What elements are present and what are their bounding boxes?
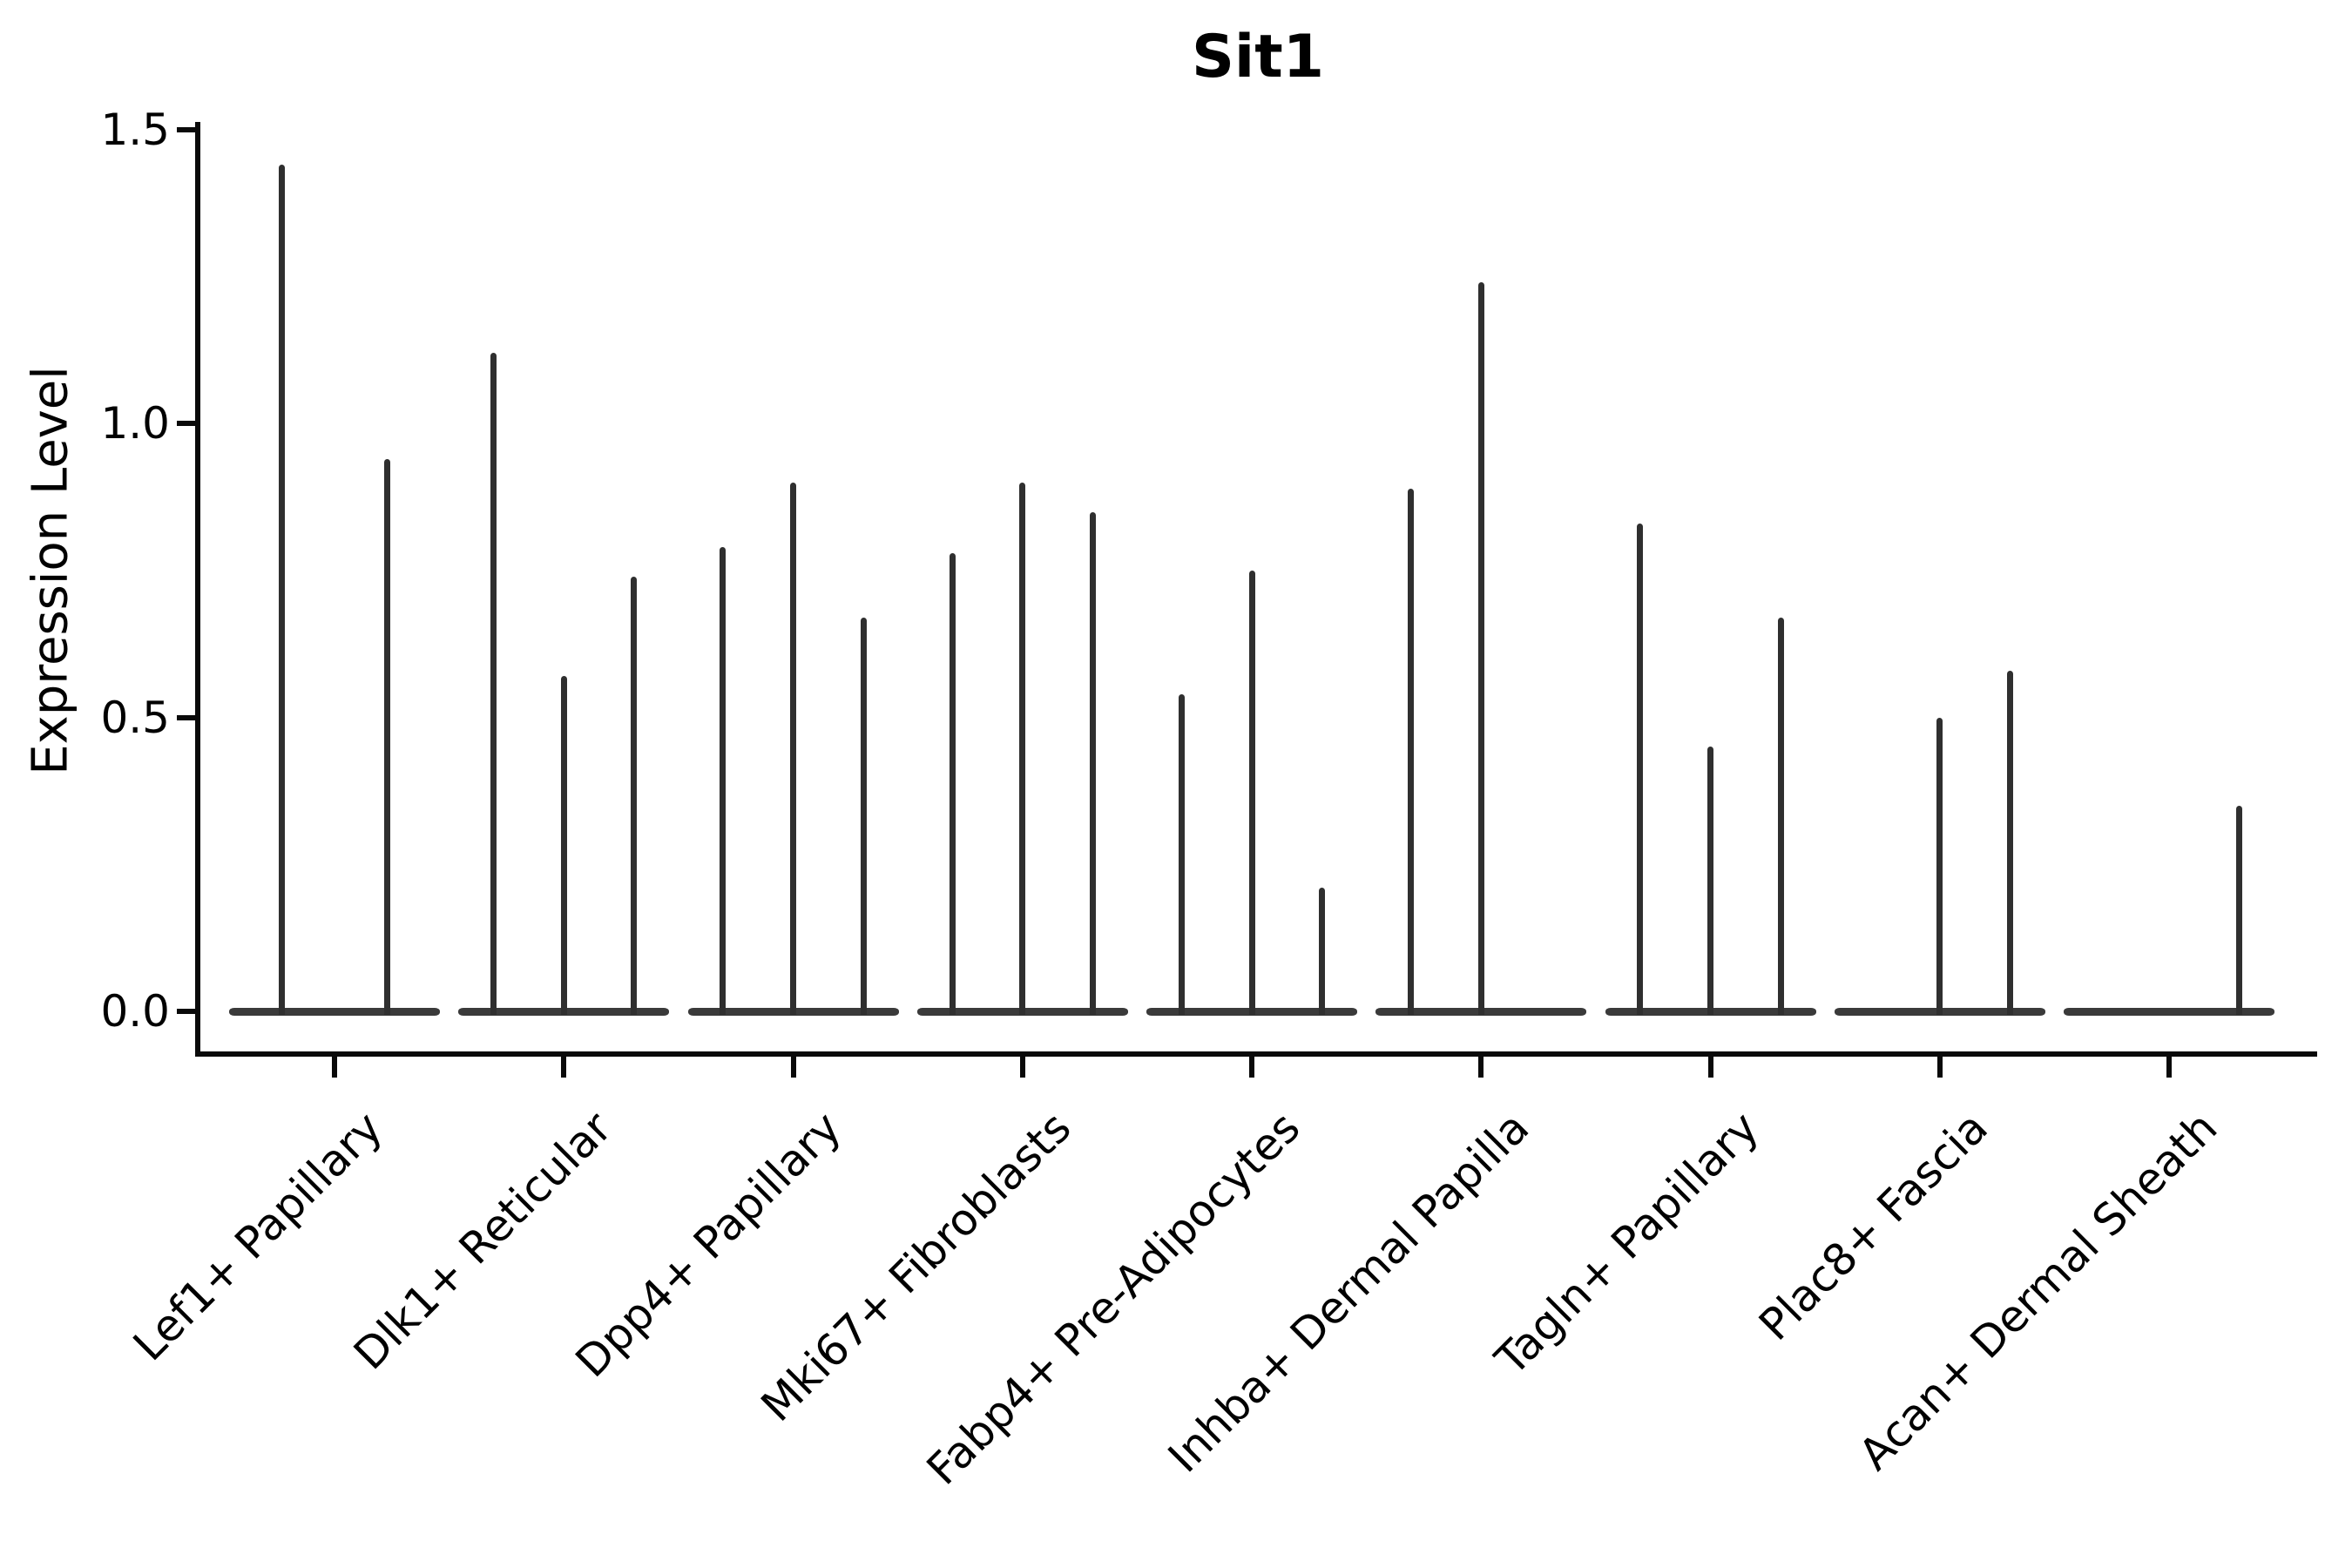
x-tick: [561, 1057, 567, 1078]
y-tick-label: 1.0: [100, 398, 170, 449]
violin-spike: [1477, 282, 1484, 1015]
violin-spike: [2006, 670, 2013, 1015]
y-tick-label: 0.0: [100, 986, 170, 1037]
y-tick-label: 0.5: [100, 692, 170, 743]
x-tick-label: Fabp4+ Pre-Adipocytes: [916, 1102, 1310, 1495]
x-axis-spine: [195, 1051, 2317, 1057]
chart-title: Sit1: [1191, 23, 1325, 91]
violin-spike: [1936, 717, 1943, 1015]
violin-spike: [790, 482, 796, 1015]
x-tick: [1707, 1057, 1713, 1078]
y-tick: [177, 126, 198, 132]
violin-spike: [1777, 617, 1784, 1015]
violin-spike: [2236, 805, 2243, 1015]
x-tick: [1019, 1057, 1025, 1078]
x-tick: [790, 1057, 796, 1078]
violin-base: [229, 1007, 440, 1016]
violin-spike: [1248, 570, 1255, 1015]
violin-spike: [720, 546, 727, 1015]
x-tick: [2166, 1057, 2172, 1078]
violin-spike: [560, 676, 567, 1015]
x-tick: [332, 1057, 337, 1078]
x-tick: [1478, 1057, 1484, 1078]
violin-spike: [860, 617, 867, 1015]
x-tick: [1249, 1057, 1254, 1078]
y-tick-label: 1.5: [100, 104, 170, 155]
violin-spike: [490, 353, 497, 1015]
violin-spike: [1089, 511, 1096, 1015]
y-tick: [177, 714, 198, 720]
violin-spike: [1637, 523, 1644, 1015]
violin-spike: [1319, 888, 1326, 1015]
violin-spike: [1707, 747, 1713, 1015]
x-tick-label: Lef1+ Papillary: [124, 1102, 393, 1371]
y-tick: [177, 1009, 198, 1014]
violin-base: [2064, 1007, 2274, 1016]
y-tick: [177, 421, 198, 427]
violin-spike: [949, 552, 956, 1015]
y-axis-spine: [195, 122, 200, 1057]
violin-spike: [1019, 482, 1026, 1015]
violin-spike: [1408, 488, 1415, 1015]
violin-spike: [631, 576, 638, 1015]
violin-spike: [1178, 693, 1185, 1015]
violin-spike: [279, 165, 285, 1015]
x-tick: [1936, 1057, 1943, 1078]
violin-spike: [384, 458, 390, 1015]
x-tick-label: Plac8+ Fascia: [1749, 1102, 1998, 1351]
